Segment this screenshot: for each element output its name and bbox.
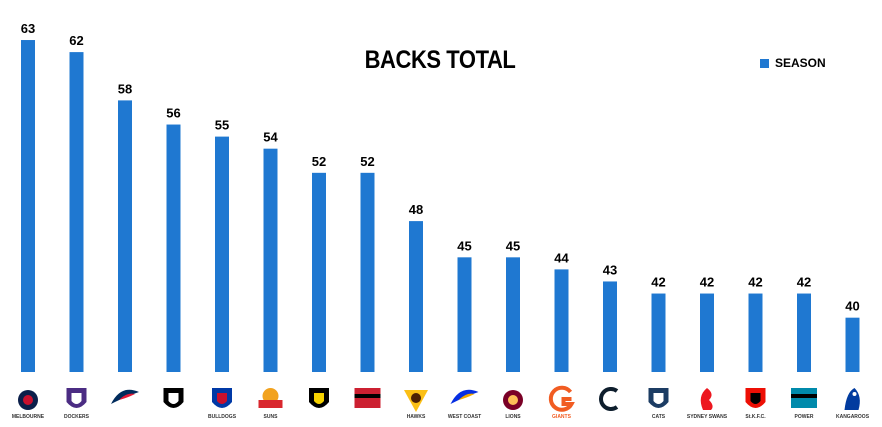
brisbane-lions-logo: LIONS xyxy=(503,390,523,420)
western-bulldogs-logo: BULLDOGS xyxy=(208,388,237,420)
data-label-geelong-cats: 42 xyxy=(651,275,665,290)
bar-hawthorn-hawks xyxy=(409,221,423,372)
chart-title: BACKS TOTAL xyxy=(364,46,516,74)
data-label-fremantle-dockers: 62 xyxy=(69,33,83,48)
bar-north-melbourne-kangaroos xyxy=(845,317,860,372)
gws-giants-logo: GIANTS xyxy=(548,385,575,420)
collingwood-logo xyxy=(163,388,184,408)
bar-port-adelaide-power xyxy=(797,293,811,372)
data-label-richmond: 52 xyxy=(312,154,326,169)
data-label-western-bulldogs: 55 xyxy=(215,118,229,133)
port-adelaide-power-logo: POWER xyxy=(791,388,817,420)
geelong-cats-logo: CATS xyxy=(648,388,669,420)
richmond-logo xyxy=(309,388,329,408)
svg-text:KANGAROOS: KANGAROOS xyxy=(836,414,870,420)
svg-text:MELBOURNE: MELBOURNE xyxy=(12,414,45,420)
st-kilda-logo: St.K.F.C. xyxy=(745,388,766,420)
bar-collingwood xyxy=(166,124,181,373)
data-label-adelaide-crows: 58 xyxy=(118,81,132,96)
svg-text:St.K.F.C.: St.K.F.C. xyxy=(745,414,766,420)
data-label-brisbane-lions: 45 xyxy=(506,238,520,253)
adelaide-crows-logo xyxy=(111,389,139,404)
bar-fremantle-dockers xyxy=(69,52,84,372)
data-label-gold-coast-suns: 54 xyxy=(263,130,278,145)
svg-text:POWER: POWER xyxy=(795,414,814,420)
data-labels-group: 63 62 58 56 55 54 52 52 48 45 45 44 43 42 42 42 42 40 xyxy=(21,21,860,314)
bar-geelong-cats xyxy=(651,293,666,372)
bar-western-bulldogs xyxy=(215,136,229,372)
north-melbourne-kangaroos-logo: KANGAROOS xyxy=(836,388,870,420)
bar-carlton xyxy=(603,281,617,372)
bar-gold-coast-suns xyxy=(263,148,278,372)
svg-text:DOCKERS: DOCKERS xyxy=(64,414,90,420)
fremantle-dockers-logo: DOCKERS xyxy=(64,388,90,420)
team-logos-group: MELBOURNE DOCKERS BULLDOGS SUNS HAWKS WEST CO… xyxy=(12,385,870,420)
bars-group xyxy=(21,40,860,373)
bar-gws-giants xyxy=(554,269,569,372)
svg-text:GIANTS: GIANTS xyxy=(552,414,572,420)
essendon-logo xyxy=(354,388,381,408)
svg-text:SYDNEY SWANS: SYDNEY SWANS xyxy=(687,414,728,420)
data-label-west-coast-eagles: 45 xyxy=(457,238,471,253)
sydney-swans-logo: SYDNEY SWANS xyxy=(687,388,728,420)
data-label-north-melbourne-kangaroos: 40 xyxy=(845,299,859,314)
svg-text:CATS: CATS xyxy=(652,414,666,420)
data-label-collingwood: 56 xyxy=(166,106,180,121)
bar-st-kilda xyxy=(748,293,763,372)
svg-text:LIONS: LIONS xyxy=(505,414,521,420)
data-label-melbourne: 63 xyxy=(21,21,35,36)
legend-swatch xyxy=(760,58,769,68)
bar-adelaide-crows xyxy=(118,100,132,373)
carlton-logo xyxy=(599,387,619,411)
bar-west-coast-eagles xyxy=(457,257,472,372)
svg-text:WEST COAST: WEST COAST xyxy=(448,414,481,420)
data-label-carlton: 43 xyxy=(603,262,617,277)
gold-coast-suns-logo: SUNS xyxy=(258,388,283,420)
data-label-essendon: 52 xyxy=(360,154,374,169)
data-label-hawthorn-hawks: 48 xyxy=(409,202,423,217)
melbourne-logo: MELBOURNE xyxy=(12,390,45,420)
legend: SEASON xyxy=(760,56,826,70)
data-label-port-adelaide-power: 42 xyxy=(797,275,811,290)
svg-text:HAWKS: HAWKS xyxy=(407,414,426,420)
data-label-st-kilda: 42 xyxy=(748,275,762,290)
data-label-gws-giants: 44 xyxy=(554,250,569,265)
svg-text:BULLDOGS: BULLDOGS xyxy=(208,414,237,420)
bar-richmond xyxy=(312,172,326,372)
data-label-sydney-swans: 42 xyxy=(700,275,714,290)
hawthorn-hawks-logo: HAWKS xyxy=(404,390,428,420)
bar-sydney-swans xyxy=(700,293,714,372)
bar-brisbane-lions xyxy=(506,257,520,372)
bar-melbourne xyxy=(21,40,35,373)
legend-label: SEASON xyxy=(775,56,826,70)
west-coast-eagles-logo: WEST COAST xyxy=(448,389,481,420)
svg-text:SUNS: SUNS xyxy=(264,414,279,420)
bar-essendon xyxy=(360,172,375,372)
